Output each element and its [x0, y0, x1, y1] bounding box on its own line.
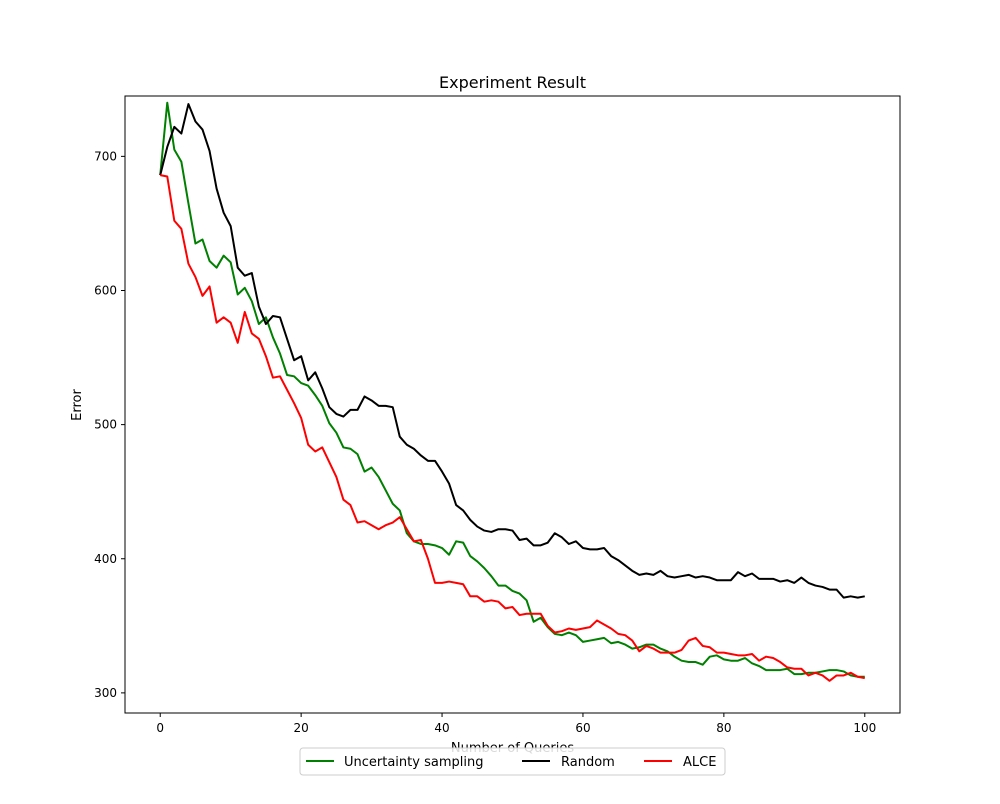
x-tick-label: 60 — [575, 721, 590, 735]
series-line-alce — [160, 174, 865, 682]
y-tick-label: 600 — [94, 283, 117, 297]
y-tick-label: 400 — [94, 552, 117, 566]
series-line-uncertainty-sampling — [159, 101, 865, 678]
x-tick-label: 20 — [293, 721, 308, 735]
x-tick-label: 40 — [434, 721, 449, 735]
legend: Uncertainty sampling Random ALCE — [299, 747, 726, 776]
y-axis-ticks: 300 400 500 600 700 — [94, 149, 125, 700]
x-axis-ticks: 0 20 40 60 80 100 — [156, 713, 876, 735]
legend-label-uncertainty: Uncertainty sampling — [344, 755, 483, 770]
plot-frame — [124, 95, 901, 714]
series-line-random — [159, 103, 865, 599]
legend-label-alce: ALCE — [683, 755, 716, 770]
y-tick-label: 500 — [94, 418, 117, 432]
legend-label-random: Random — [561, 755, 615, 770]
x-tick-label: 100 — [853, 721, 876, 735]
x-tick-label: 80 — [716, 721, 731, 735]
x-tick-label: 0 — [156, 721, 164, 735]
chart-title: Experiment Result — [439, 73, 586, 92]
y-axis-label: Error — [70, 389, 85, 421]
series-layer — [159, 101, 865, 682]
y-tick-label: 300 — [94, 686, 117, 700]
legend-box — [299, 747, 726, 776]
y-tick-label: 700 — [94, 149, 117, 163]
